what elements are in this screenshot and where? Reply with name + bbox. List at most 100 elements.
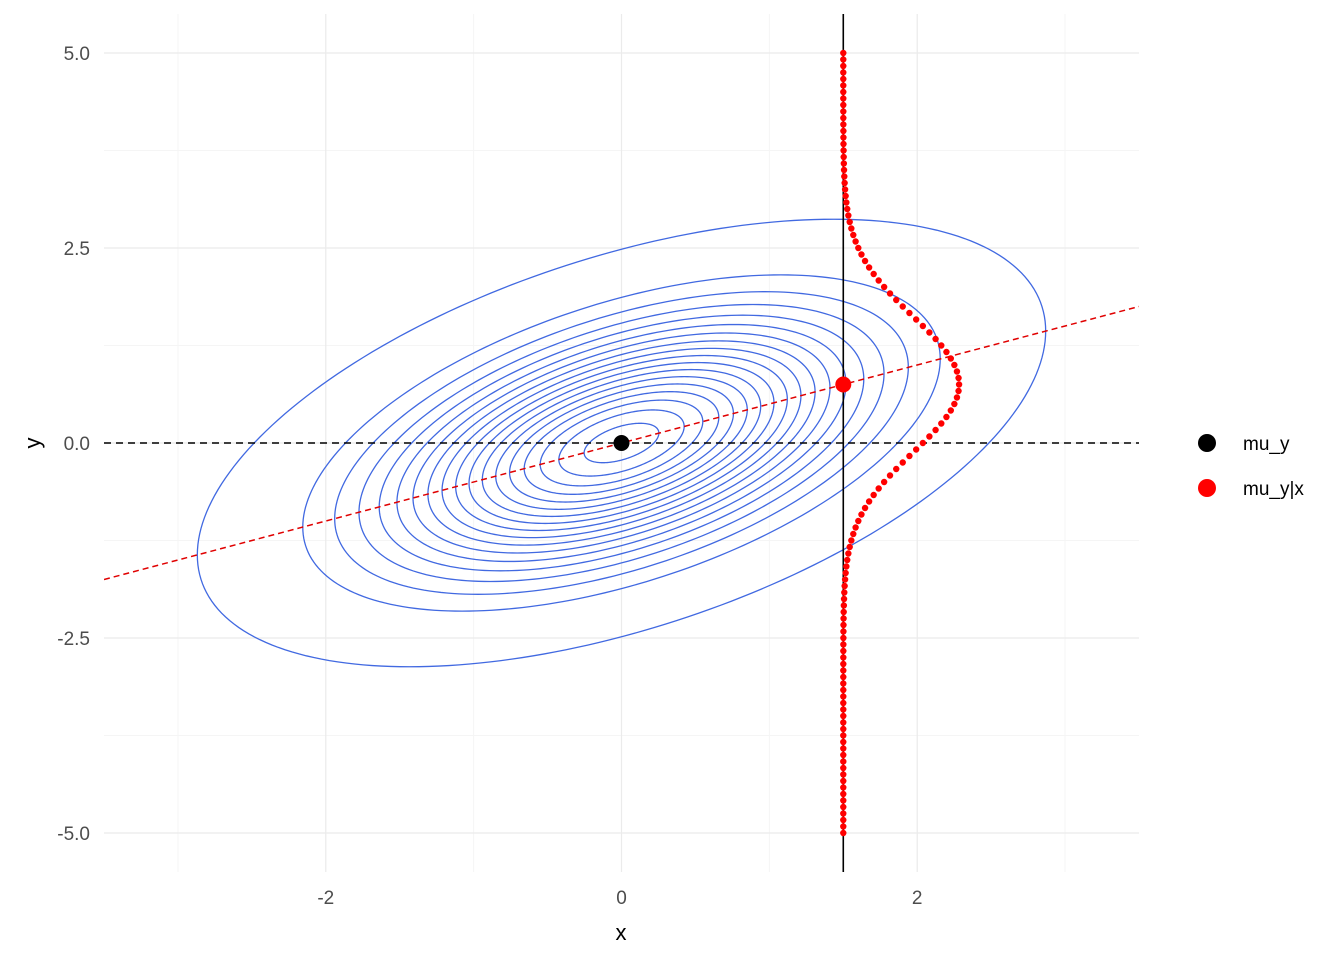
density-point: [932, 335, 939, 343]
density-point: [840, 153, 847, 161]
y-tick-label: -5.0: [57, 824, 90, 845]
density-point: [840, 628, 847, 635]
density-point: [840, 615, 847, 622]
density-point: [840, 745, 847, 752]
density-point: [840, 732, 847, 739]
density-point: [926, 433, 933, 440]
density-point: [848, 537, 855, 544]
density-point: [938, 420, 945, 427]
density-point: [840, 686, 847, 694]
density-point: [846, 543, 853, 551]
density-point: [840, 49, 847, 57]
density-point: [840, 647, 847, 655]
density-point: [840, 738, 847, 746]
legend-label: mu_y: [1243, 434, 1290, 455]
density-point: [955, 387, 962, 395]
legend-label: mu_y|x: [1243, 479, 1304, 500]
density-point: [840, 771, 847, 778]
contour-line: [558, 409, 685, 477]
x-axis-ticks: -2 0 2: [317, 888, 922, 909]
density-point: [953, 394, 961, 401]
density-point: [840, 803, 847, 811]
density-point: [855, 244, 862, 252]
density-point: [843, 563, 850, 570]
conditional-density-curve: [840, 49, 963, 837]
legend: mu_y mu_y|x: [1198, 434, 1304, 500]
density-point: [858, 511, 865, 518]
density-point: [938, 342, 945, 349]
density-point: [906, 452, 913, 460]
density-point: [840, 140, 847, 148]
density-point: [840, 114, 847, 122]
density-point: [932, 426, 939, 434]
legend-key: [1198, 434, 1216, 452]
density-point: [919, 439, 927, 447]
density-point: [840, 62, 847, 70]
density-point: [845, 550, 852, 557]
contour-line: [196, 218, 1047, 668]
density-point: [951, 361, 958, 369]
density-point: [886, 290, 894, 297]
density-point: [947, 407, 955, 414]
density-point: [840, 667, 847, 674]
density-point: [840, 101, 847, 109]
mean-points: [613, 376, 852, 451]
density-point: [840, 641, 847, 648]
density-point: [953, 368, 961, 375]
y-tick-label: 0.0: [64, 434, 90, 455]
density-point: [840, 602, 848, 609]
density-point: [840, 147, 847, 154]
density-point: [848, 225, 855, 232]
density-point: [912, 316, 920, 323]
density-point: [840, 790, 847, 798]
density-point: [886, 472, 894, 479]
legend-key: [1198, 479, 1216, 497]
density-point: [840, 660, 847, 668]
density-point: [844, 205, 851, 213]
density-point: [842, 192, 849, 200]
density-point: [840, 699, 847, 707]
density-point: [840, 719, 847, 726]
density-point: [841, 582, 848, 590]
density-point: [880, 283, 888, 291]
density-point: [875, 485, 882, 492]
y-axis-title: y: [20, 438, 45, 449]
density-point: [906, 309, 913, 317]
density-point: [840, 127, 847, 135]
density-point: [899, 303, 906, 310]
y-tick-label: 5.0: [64, 44, 90, 65]
density-point: [841, 173, 848, 180]
density-point: [840, 108, 847, 115]
density-point: [865, 498, 873, 505]
density-point: [840, 608, 847, 616]
density-point: [870, 491, 877, 499]
density-point: [840, 595, 848, 603]
density-point: [852, 524, 859, 531]
plot-panel: [104, 14, 1139, 872]
density-point: [840, 816, 847, 824]
contour-line: [539, 399, 704, 487]
density-point: [840, 621, 847, 629]
density-point: [861, 504, 869, 512]
density-point: [840, 680, 847, 687]
density-point: [840, 764, 847, 772]
density-point: [841, 186, 849, 193]
density-point: [870, 270, 877, 278]
density-point: [840, 673, 847, 681]
x-tick-label: -2: [317, 888, 334, 909]
density-point: [840, 654, 847, 661]
y-tick-label: -2.5: [57, 629, 90, 650]
density-point: [842, 569, 849, 577]
density-point: [852, 238, 859, 245]
density-point: [844, 556, 851, 564]
density-point: [850, 231, 857, 239]
y-axis-ticks: -5.0 -2.5 0.0 2.5 5.0: [57, 44, 90, 845]
density-point: [840, 758, 847, 765]
density-point: [943, 348, 950, 356]
density-point: [951, 400, 958, 408]
density-point: [899, 459, 906, 466]
density-point: [840, 95, 847, 102]
density-point: [841, 179, 848, 187]
contour-line: [334, 291, 909, 595]
